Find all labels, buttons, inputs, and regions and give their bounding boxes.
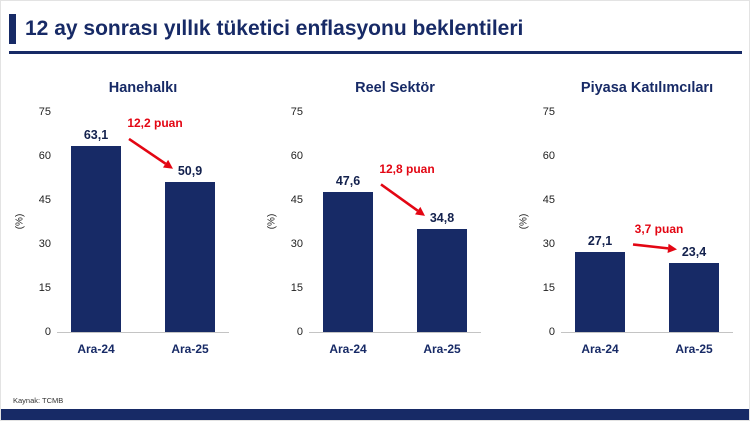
bar-Ara-25 <box>165 182 215 332</box>
value-label: 47,6 <box>335 173 361 188</box>
value-label: 50,9 <box>177 164 203 179</box>
chart-body: (%) 0 15 30 45 60 75 47,6 34,8 12,8 puan Ara-24… <box>265 106 481 363</box>
plot-area: 47,6 34,8 12,8 puan <box>309 112 481 333</box>
y-tick-label: 60 <box>542 150 555 162</box>
chart-body: (%) 0 15 30 45 60 75 27,1 23,4 3,7 puan Ara-24 A… <box>517 106 733 363</box>
category-label: Ara-25 <box>423 341 461 356</box>
value-label: 34,8 <box>429 211 455 226</box>
y-axis-title: (%) <box>14 213 26 230</box>
x-axis: Ara-24 Ara-25 <box>309 333 481 363</box>
charts-row: Hanehalkı (%) 0 15 30 45 60 75 63,1 50,9 12,2 p… <box>1 54 749 363</box>
y-tick-label: 60 <box>290 150 303 162</box>
value-label: 63,1 <box>83 128 109 143</box>
source-note: Kaynak: TCMB <box>13 396 64 405</box>
page-title: 12 ay sonrası yıllık tüketici enflasyonu… <box>25 17 524 41</box>
annotation-label: 12,8 puan <box>379 161 435 176</box>
bar-Ara-25 <box>669 262 719 332</box>
title-underline <box>9 51 742 54</box>
y-tick-label: 75 <box>542 106 555 118</box>
chart-body: (%) 0 15 30 45 60 75 63,1 50,9 12,2 puan Ara-24… <box>13 106 229 363</box>
annotation-label: 12,2 puan <box>127 116 183 131</box>
value-label: 23,4 <box>681 244 707 259</box>
bar-Ara-25 <box>417 229 467 332</box>
y-tick-label: 30 <box>290 238 303 250</box>
chart-title: Piyasa Katılımcıları <box>580 79 714 96</box>
y-tick-label: 15 <box>290 282 303 294</box>
plot-wrap: 47,6 34,8 12,8 puan Ara-24 Ara-25 <box>309 112 481 363</box>
y-axis-title-wrap: (%) <box>13 112 27 332</box>
y-tick-label: 45 <box>290 194 303 206</box>
category-label: Ara-25 <box>171 341 209 356</box>
y-tick-label: 75 <box>38 106 51 118</box>
bar-Ara-24 <box>71 146 121 332</box>
category-label: Ara-24 <box>581 341 619 356</box>
bar-Ara-24 <box>323 191 373 332</box>
chart-title: Hanehalkı <box>108 79 178 96</box>
plot-area: 63,1 50,9 12,2 puan <box>57 112 229 333</box>
y-axis-title: (%) <box>518 213 530 230</box>
y-axis-title: (%) <box>266 213 278 230</box>
title-accent-bar <box>9 14 16 44</box>
category-label: Ara-24 <box>329 341 367 356</box>
y-tick-label: 30 <box>38 238 51 250</box>
chart-hanehalki: Hanehalkı (%) 0 15 30 45 60 75 63,1 50,9 12,2 p… <box>13 80 229 363</box>
bar-Ara-24 <box>575 252 625 332</box>
header: 12 ay sonrası yıllık tüketici enflasyonu… <box>1 1 749 44</box>
y-tick-label: 0 <box>44 326 51 338</box>
y-tick-label: 75 <box>290 106 303 118</box>
category-label: Ara-25 <box>675 341 713 356</box>
chart-piyasa-katilimcilari: Piyasa Katılımcıları (%) 0 15 30 45 60 75 27,… <box>517 80 733 363</box>
plot-wrap: 27,1 23,4 3,7 puan Ara-24 Ara-25 <box>561 112 733 363</box>
y-tick-label: 30 <box>542 238 555 250</box>
y-tick-label: 45 <box>542 194 555 206</box>
category-label: Ara-24 <box>77 341 115 356</box>
x-axis: Ara-24 Ara-25 <box>57 333 229 363</box>
value-label: 27,1 <box>587 234 613 248</box>
y-tick-label: 0 <box>548 326 555 338</box>
y-tick-label: 15 <box>542 282 555 294</box>
y-axis: 0 15 30 45 60 75 <box>531 106 561 338</box>
y-tick-label: 45 <box>38 194 51 206</box>
annotation-label: 3,7 puan <box>634 222 684 236</box>
x-axis: Ara-24 Ara-25 <box>561 333 733 363</box>
y-axis: 0 15 30 45 60 75 <box>279 106 309 338</box>
y-axis: 0 15 30 45 60 75 <box>27 106 57 338</box>
y-tick-label: 0 <box>296 326 303 338</box>
chart-title: Reel Sektör <box>355 79 435 96</box>
y-tick-label: 60 <box>38 150 51 162</box>
bottom-strip <box>1 409 749 420</box>
y-tick-label: 15 <box>38 282 51 294</box>
plot-area: 27,1 23,4 3,7 puan <box>561 112 733 333</box>
y-axis-title-wrap: (%) <box>265 112 279 332</box>
y-axis-title-wrap: (%) <box>517 112 531 332</box>
chart-reel-sektor: Reel Sektör (%) 0 15 30 45 60 75 47,6 34,8 12,8… <box>265 80 481 363</box>
plot-wrap: 63,1 50,9 12,2 puan Ara-24 Ara-25 <box>57 112 229 363</box>
